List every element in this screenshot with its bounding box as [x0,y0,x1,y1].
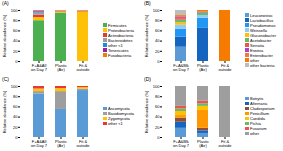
html-text:(D): (D) [144,76,151,82]
svg-text:Plastic(Air): Plastic(Air) [55,63,67,72]
svg-text:Relative abundance (%): Relative abundance (%) [144,14,149,57]
svg-text:20: 20 [155,125,160,130]
svg-text:40: 40 [13,114,18,119]
svg-text:60: 60 [13,104,18,109]
html-text:(C): (C) [2,76,9,82]
svg-text:Fit &outside: Fit &outside [77,139,91,148]
html-text:Proteobacteria: Proteobacteria [108,27,134,33]
svg-text:Plastic(Air): Plastic(Air) [197,139,209,148]
svg-text:Plastic(Air): Plastic(Air) [197,63,209,72]
svg-text:60: 60 [13,28,18,33]
svg-text:60: 60 [155,28,160,33]
html-text:other: other [250,131,260,136]
html-text:other: other [250,57,260,63]
html-text:Pseudomonas: Pseudomonas [250,22,276,28]
svg-text:100: 100 [153,8,160,13]
html-text:Firmicutes: Firmicutes [108,22,127,28]
html-text:Ascomycota: Ascomycota [108,106,130,111]
html-text:Candida: Candida [250,116,265,121]
html-text:Leuconostoc: Leuconostoc [250,12,273,18]
svg-text:60: 60 [155,104,160,109]
svg-text:Fit &outside: Fit &outside [219,63,233,72]
svg-text:F+A&Blkon Day 7: F+A&Blkon Day 7 [173,139,190,148]
svg-text:F+A&Allon Day 7: F+A&Allon Day 7 [31,63,48,72]
html-text:Fusarium: Fusarium [250,126,267,131]
svg-text:0: 0 [157,59,160,64]
svg-text:20: 20 [13,49,18,54]
svg-text:100: 100 [11,84,18,89]
svg-text:40: 40 [155,114,160,119]
html-text:Bacteroidetes: Bacteroidetes [108,37,133,43]
svg-text:0: 0 [15,59,18,64]
html-text:(B): (B) [144,0,151,6]
svg-text:Plastic(Air): Plastic(Air) [55,139,67,148]
html-text:Acetobacter: Acetobacter [250,37,272,43]
svg-text:F+A&Blkon Day 7: F+A&Blkon Day 7 [173,63,190,72]
svg-text:0: 0 [15,135,18,140]
html-text:Penicillium: Penicillium [250,111,270,116]
svg-text:40: 40 [13,38,18,43]
svg-text:F+A&Allon Day 7: F+A&Allon Day 7 [31,139,48,148]
html-text:Zygomycota: Zygomycota [108,116,130,121]
html-text:Cladosporium: Cladosporium [250,106,275,111]
html-text:Serratia: Serratia [250,42,264,48]
html-text:(A): (A) [2,0,9,6]
html-text:Tenericutes: Tenericutes [108,47,129,53]
html-text:other bacteria: other bacteria [250,62,275,68]
svg-text:0: 0 [157,135,160,140]
html-text:Weissella: Weissella [250,27,267,33]
html-text:Pichia: Pichia [250,121,261,126]
svg-text:80: 80 [13,94,18,99]
svg-text:Fit &outside: Fit &outside [77,63,91,72]
svg-text:80: 80 [155,18,160,23]
html-text:Basidiomycota: Basidiomycota [108,111,134,116]
html-text:Erwinia: Erwinia [250,47,264,53]
svg-text:Relative abundance (%): Relative abundance (%) [2,90,7,133]
svg-text:20: 20 [155,49,160,54]
svg-text:100: 100 [11,8,18,13]
svg-text:80: 80 [13,18,18,23]
html-text:other <1: other <1 [108,42,123,48]
svg-text:Fit &outside: Fit &outside [219,139,233,148]
html-text:Lactobacillus: Lactobacillus [250,17,274,23]
html-text:Fusobacteria: Fusobacteria [108,52,132,58]
html-text:other <1: other <1 [108,121,123,126]
html-text:Enterobacter: Enterobacter [250,52,273,58]
svg-text:40: 40 [155,38,160,43]
html-text:Alternaria: Alternaria [250,101,268,106]
svg-text:80: 80 [155,94,160,99]
html-text:Botrytis: Botrytis [250,96,264,101]
svg-text:Relative abundance (%): Relative abundance (%) [144,90,149,133]
html-text:Gluconobacter: Gluconobacter [250,32,276,38]
svg-text:Relative abundance (%): Relative abundance (%) [2,14,7,57]
html-text:Actinobacteria: Actinobacteria [108,32,134,38]
svg-text:100: 100 [153,84,160,89]
svg-text:20: 20 [13,125,18,130]
